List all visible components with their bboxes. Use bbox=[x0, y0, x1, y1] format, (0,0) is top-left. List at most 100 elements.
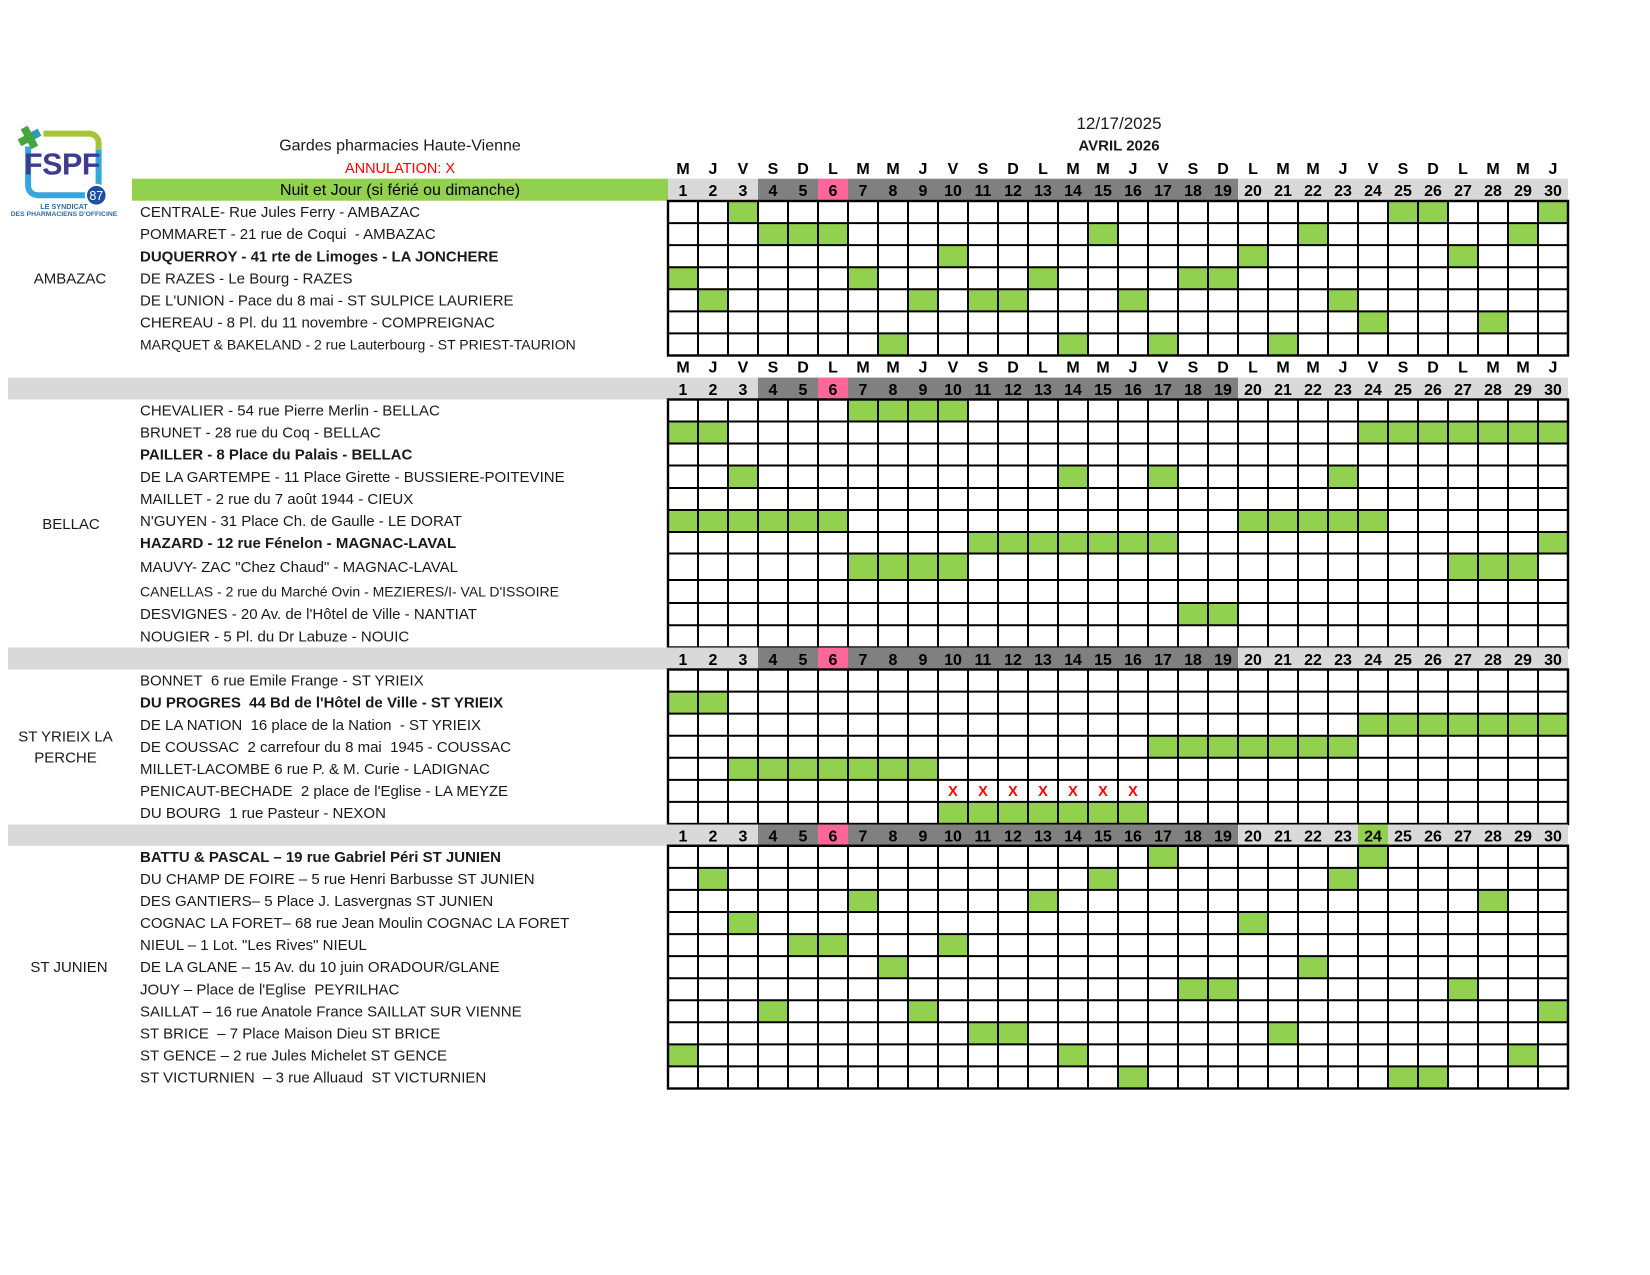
svg-text:10: 10 bbox=[944, 183, 962, 200]
svg-text:20: 20 bbox=[1244, 183, 1262, 200]
svg-text:10: 10 bbox=[944, 829, 962, 846]
svg-text:2: 2 bbox=[709, 829, 718, 846]
svg-text:DES GANTIERS– 5 Place J. Lasve: DES GANTIERS– 5 Place J. Lasvergnas ST J… bbox=[140, 893, 493, 910]
svg-text:BRUNET - 28 rue du Coq - BELLA: BRUNET - 28 rue du Coq - BELLAC bbox=[140, 425, 381, 442]
svg-text:M: M bbox=[856, 161, 869, 178]
svg-text:NOUGIER - 5 Pl. du Dr Labuze -: NOUGIER - 5 Pl. du Dr Labuze - NOUIC bbox=[140, 629, 409, 646]
svg-text:29: 29 bbox=[1514, 382, 1532, 399]
svg-text:DE LA GARTEMPE - 11 Place Gire: DE LA GARTEMPE - 11 Place Girette - BUSS… bbox=[140, 469, 565, 486]
svg-text:17: 17 bbox=[1154, 183, 1172, 200]
svg-text:SAILLAT – 16 rue Anatole Franc: SAILLAT – 16 rue Anatole France SAILLAT … bbox=[140, 1003, 522, 1020]
svg-text:BELLAC: BELLAC bbox=[42, 516, 100, 533]
svg-text:17: 17 bbox=[1154, 829, 1172, 846]
svg-text:16: 16 bbox=[1124, 183, 1142, 200]
svg-text:FSPF: FSPF bbox=[24, 148, 100, 182]
svg-text:27: 27 bbox=[1454, 652, 1472, 669]
svg-text:5: 5 bbox=[799, 183, 808, 200]
svg-text:21: 21 bbox=[1274, 382, 1292, 399]
svg-text:M: M bbox=[1066, 359, 1079, 376]
svg-text:8: 8 bbox=[889, 829, 898, 846]
svg-text:29: 29 bbox=[1514, 183, 1532, 200]
svg-text:M: M bbox=[1276, 359, 1289, 376]
svg-text:BATTU & PASCAL – 19 rue Gabrie: BATTU & PASCAL – 19 rue Gabriel Péri ST … bbox=[140, 849, 501, 866]
svg-text:11: 11 bbox=[975, 183, 992, 200]
svg-text:27: 27 bbox=[1454, 382, 1472, 399]
svg-text:87: 87 bbox=[89, 189, 103, 203]
svg-text:24: 24 bbox=[1364, 652, 1382, 669]
svg-text:18: 18 bbox=[1184, 829, 1202, 846]
svg-text:21: 21 bbox=[1274, 183, 1292, 200]
svg-text:19: 19 bbox=[1214, 382, 1232, 399]
svg-text:L: L bbox=[1038, 161, 1048, 178]
svg-text:25: 25 bbox=[1394, 183, 1412, 200]
svg-text:X: X bbox=[978, 784, 988, 800]
svg-text:14: 14 bbox=[1064, 183, 1082, 200]
svg-text:MAUVY- ZAC "Chez Chaud" - MAGN: MAUVY- ZAC "Chez Chaud" - MAGNAC-LAVAL bbox=[140, 559, 458, 576]
svg-text:DE LA NATION 16 place de la N: DE LA NATION 16 place de la Nation - ST … bbox=[140, 717, 481, 734]
svg-text:M: M bbox=[1486, 161, 1499, 178]
svg-text:M: M bbox=[676, 359, 689, 376]
svg-text:2: 2 bbox=[709, 183, 718, 200]
svg-text:2: 2 bbox=[709, 652, 718, 669]
svg-text:8: 8 bbox=[889, 183, 898, 200]
svg-text:D: D bbox=[1427, 359, 1439, 376]
svg-text:13: 13 bbox=[1034, 829, 1052, 846]
svg-text:S: S bbox=[1398, 359, 1409, 376]
svg-text:DUQUERROY - 41 rte de Limoges: DUQUERROY - 41 rte de Limoges - LA JONCH… bbox=[140, 248, 498, 265]
svg-text:J: J bbox=[1549, 359, 1558, 376]
svg-text:M: M bbox=[1096, 359, 1109, 376]
svg-text:8: 8 bbox=[889, 652, 898, 669]
svg-text:24: 24 bbox=[1364, 829, 1382, 846]
svg-text:11: 11 bbox=[975, 829, 992, 846]
svg-text:Gardes pharmacies Haute-Vienne: Gardes pharmacies Haute-Vienne bbox=[279, 138, 521, 155]
svg-text:22: 22 bbox=[1304, 183, 1322, 200]
svg-text:23: 23 bbox=[1334, 652, 1352, 669]
svg-text:29: 29 bbox=[1514, 652, 1532, 669]
svg-text:J: J bbox=[1339, 161, 1348, 178]
svg-text:30: 30 bbox=[1544, 652, 1562, 669]
svg-text:19: 19 bbox=[1214, 829, 1232, 846]
svg-text:POMMARET - 21 rue de Coqui -: POMMARET - 21 rue de Coqui - AMBAZAC bbox=[140, 226, 436, 243]
svg-text:DES PHARMACIENS D'OFFICINE: DES PHARMACIENS D'OFFICINE bbox=[11, 211, 118, 218]
svg-text:BONNET 6 rue Emile Frange - S: BONNET 6 rue Emile Frange - ST YRIEIX bbox=[140, 673, 424, 690]
svg-text:LE SYNDICAT: LE SYNDICAT bbox=[40, 202, 88, 211]
svg-text:23: 23 bbox=[1334, 829, 1352, 846]
svg-text:D: D bbox=[1427, 161, 1439, 178]
svg-text:DE RAZES - Le Bourg - RAZES: DE RAZES - Le Bourg - RAZES bbox=[140, 270, 353, 287]
svg-text:DE LA GLANE – 15 Av. du 10 jui: DE LA GLANE – 15 Av. du 10 juin ORADOUR/… bbox=[140, 959, 500, 976]
svg-text:MILLET-LACOMBE 6 rue P. & M. C: MILLET-LACOMBE 6 rue P. & M. Curie - LAD… bbox=[140, 761, 490, 778]
svg-text:CENTRALE- Rue Jules Ferry - AM: CENTRALE- Rue Jules Ferry - AMBAZAC bbox=[140, 204, 420, 221]
svg-text:S: S bbox=[768, 161, 779, 178]
svg-text:CHEVALIER - 54 rue Pierre Merl: CHEVALIER - 54 rue Pierre Merlin - BELLA… bbox=[140, 403, 440, 420]
svg-text:J: J bbox=[1129, 359, 1138, 376]
svg-text:V: V bbox=[1158, 359, 1169, 376]
svg-text:ST JUNIEN: ST JUNIEN bbox=[30, 959, 107, 976]
svg-text:1: 1 bbox=[679, 183, 688, 200]
svg-text:4: 4 bbox=[769, 829, 778, 846]
svg-text:S: S bbox=[1188, 359, 1199, 376]
svg-text:M: M bbox=[886, 161, 899, 178]
svg-text:ST BRICE – 7 Place Maison Die: ST BRICE – 7 Place Maison Dieu ST BRICE bbox=[140, 1025, 440, 1042]
svg-text:M: M bbox=[1096, 161, 1109, 178]
svg-text:13: 13 bbox=[1034, 183, 1052, 200]
svg-text:26: 26 bbox=[1424, 382, 1442, 399]
svg-text:13: 13 bbox=[1034, 652, 1052, 669]
svg-text:7: 7 bbox=[859, 829, 868, 846]
svg-text:D: D bbox=[797, 359, 809, 376]
svg-text:S: S bbox=[1398, 161, 1409, 178]
svg-text:DESVIGNES - 20 Av. de l'Hôtel: DESVIGNES - 20 Av. de l'Hôtel de Ville -… bbox=[140, 606, 477, 623]
svg-text:J: J bbox=[919, 359, 928, 376]
svg-text:5: 5 bbox=[799, 829, 808, 846]
svg-text:6: 6 bbox=[829, 829, 838, 846]
svg-text:1: 1 bbox=[679, 652, 688, 669]
svg-text:12: 12 bbox=[1004, 183, 1022, 200]
svg-text:14: 14 bbox=[1064, 652, 1082, 669]
svg-text:ST YRIEIX LA: ST YRIEIX LA bbox=[18, 729, 113, 746]
svg-text:24: 24 bbox=[1364, 382, 1382, 399]
svg-text:M: M bbox=[1276, 161, 1289, 178]
svg-text:4: 4 bbox=[769, 652, 778, 669]
svg-text:CHEREAU - 8 Pl. du 11 novembre: CHEREAU - 8 Pl. du 11 novembre - COMPREI… bbox=[140, 315, 495, 332]
svg-text:J: J bbox=[709, 161, 718, 178]
svg-text:28: 28 bbox=[1484, 829, 1502, 846]
svg-text:16: 16 bbox=[1124, 652, 1142, 669]
